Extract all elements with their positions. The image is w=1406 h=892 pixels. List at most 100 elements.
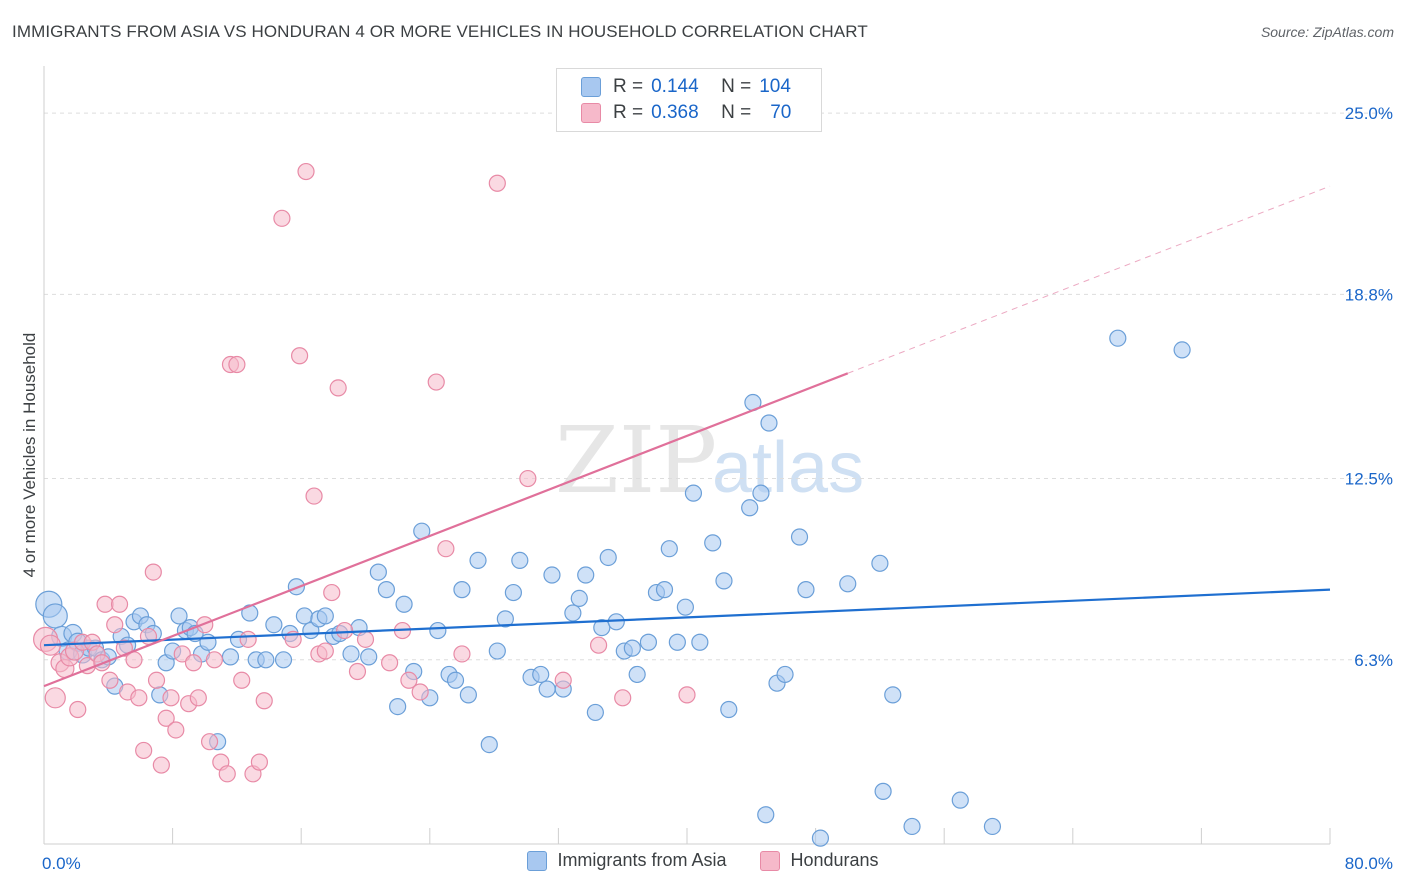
legend-label-asia: Immigrants from Asia xyxy=(557,850,727,870)
asia-point xyxy=(488,642,506,660)
legend-label-hond: Hondurans xyxy=(790,850,879,870)
asia-swatch xyxy=(527,850,548,871)
hond-point xyxy=(336,621,354,640)
hond-point xyxy=(316,642,334,660)
asia-point xyxy=(776,665,794,684)
n-value-hond: 70 xyxy=(770,102,792,123)
asia-point xyxy=(1109,329,1127,347)
hond-swatch xyxy=(581,103,601,123)
hond-point xyxy=(290,347,309,365)
asia-point xyxy=(593,619,611,637)
asia-point xyxy=(496,610,514,628)
hond-point xyxy=(356,630,375,648)
asia-point xyxy=(983,817,1002,836)
asia-point xyxy=(903,817,921,836)
asia-trend-line xyxy=(43,588,1331,647)
asia-point xyxy=(564,604,582,622)
stats-row-asia: R = 0.144 N = 104 xyxy=(581,74,791,100)
stats-legend: R = 0.144 N = 104 R = 0.368 N = 70 xyxy=(556,68,822,132)
asia-point xyxy=(360,648,378,666)
asia-point xyxy=(316,607,334,625)
hond-point xyxy=(400,671,418,689)
asia-point xyxy=(839,575,857,593)
y-tick-label: 25.0% xyxy=(1345,104,1393,123)
hond-point xyxy=(614,689,632,707)
hond-swatch xyxy=(760,850,781,871)
asia-point xyxy=(660,540,678,558)
asia-point xyxy=(951,791,969,809)
asia-point xyxy=(623,639,641,657)
asia-point xyxy=(395,595,413,613)
hond-point xyxy=(233,671,251,689)
asia-point xyxy=(704,534,722,552)
asia-point xyxy=(459,686,477,704)
hond-point xyxy=(453,645,471,663)
watermark-atlas: atlas xyxy=(712,428,864,508)
hond-point xyxy=(152,756,170,774)
asia-point xyxy=(429,621,447,640)
series-legend: Immigrants from Asia Hondurans xyxy=(0,850,1406,871)
asia-point xyxy=(676,598,694,616)
asia-point xyxy=(504,583,522,602)
asia-point xyxy=(377,581,395,599)
hond-point xyxy=(519,469,537,488)
hond-point xyxy=(189,689,207,707)
hond-point xyxy=(69,700,87,719)
asia-point xyxy=(691,633,709,651)
hond-point xyxy=(554,671,572,689)
hond-point xyxy=(437,540,455,558)
hond-point xyxy=(101,671,119,689)
asia-point xyxy=(295,607,314,625)
r-label: R = xyxy=(613,76,644,97)
hond-point xyxy=(427,373,445,391)
hond-point xyxy=(184,654,203,672)
hond-point xyxy=(488,174,506,192)
asia-point xyxy=(577,566,595,584)
hond-point xyxy=(329,379,347,397)
asia-swatch xyxy=(581,77,601,97)
chart-title: IMMIGRANTS FROM ASIA VS HONDURAN 4 OR MO… xyxy=(12,22,868,41)
stats-row-hond: R = 0.368 N = 70 xyxy=(581,100,791,126)
asia-point xyxy=(257,651,275,669)
hond-point xyxy=(157,709,175,727)
hond-point xyxy=(297,162,315,181)
hond-point xyxy=(147,671,166,689)
hond-point xyxy=(200,733,219,751)
asia-point xyxy=(511,551,529,570)
asia-point xyxy=(668,633,686,651)
asia-point xyxy=(1173,341,1191,359)
hond-point xyxy=(255,692,273,710)
asia-point xyxy=(170,607,188,625)
hond-point xyxy=(218,765,236,783)
legend-item-hond[interactable]: Hondurans xyxy=(760,850,879,871)
asia-point xyxy=(811,829,830,847)
y-tick-label: 6.3% xyxy=(1354,651,1393,670)
hond-trend-extension xyxy=(847,185,1331,374)
hond-point xyxy=(130,689,148,707)
asia-point xyxy=(741,499,759,517)
asia-point xyxy=(752,484,770,502)
asia-point xyxy=(480,735,498,754)
legend-item-asia[interactable]: Immigrants from Asia xyxy=(527,850,726,871)
hond-point xyxy=(239,630,257,648)
asia-point xyxy=(221,648,240,666)
asia-point xyxy=(599,548,617,567)
asia-point xyxy=(199,633,217,651)
hond-point xyxy=(167,721,185,739)
asia-point xyxy=(874,782,892,800)
hond-point xyxy=(106,616,124,634)
hond-point xyxy=(348,662,367,681)
r-value-asia: 0.144 xyxy=(651,76,699,97)
hond-point xyxy=(323,583,341,602)
n-label: N = xyxy=(721,76,752,97)
hond-point xyxy=(411,683,429,701)
asia-point xyxy=(655,581,674,599)
source-credit: Source: ZipAtlas.com xyxy=(1260,24,1394,40)
asia-point xyxy=(342,645,360,663)
hond-point xyxy=(96,595,114,613)
asia-point xyxy=(628,665,646,684)
x-tick-label: 0.0% xyxy=(42,854,81,873)
y-tick-label: 18.8% xyxy=(1345,285,1393,304)
hond-point xyxy=(144,563,162,581)
